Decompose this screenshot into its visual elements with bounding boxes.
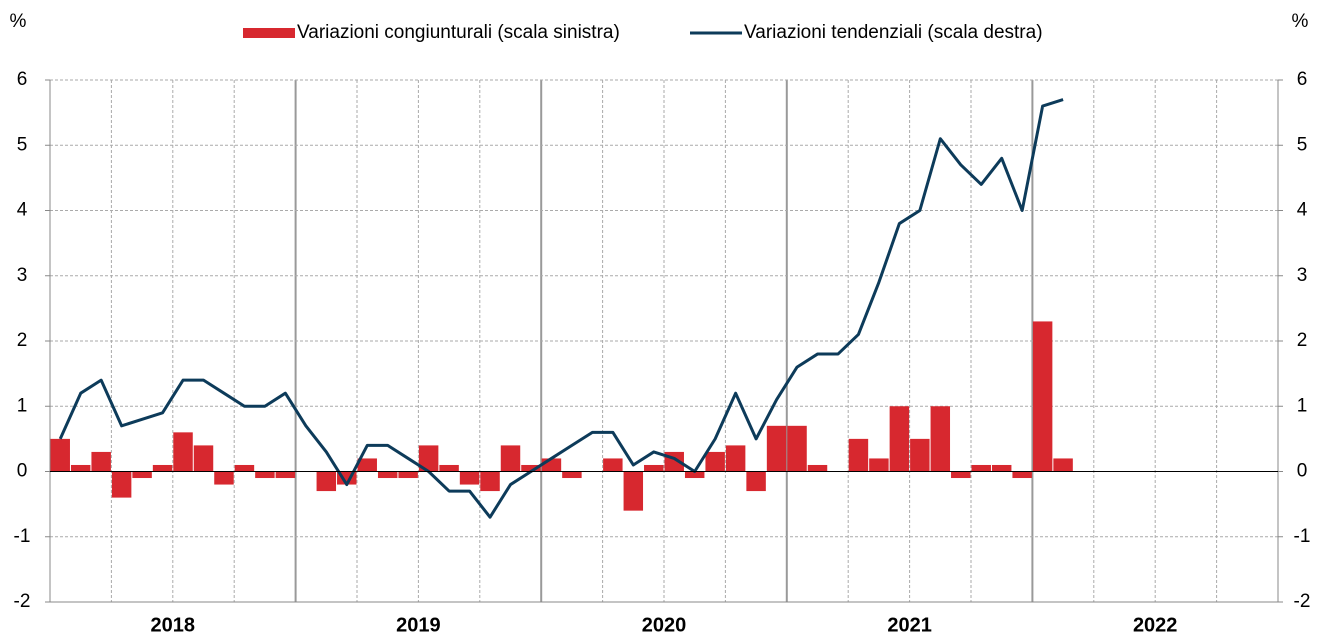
y2-tick-label: 2 [1297, 330, 1308, 351]
y-tick-label: 2 [17, 330, 28, 351]
bar [725, 445, 746, 472]
x-tick-label: 2021 [887, 614, 932, 636]
y2-tick-label: 1 [1297, 395, 1308, 416]
line [58, 98, 1064, 519]
bar [439, 464, 459, 472]
bar [91, 451, 111, 472]
bar [889, 406, 910, 472]
bar [541, 458, 562, 472]
bar [562, 471, 582, 479]
bar [70, 464, 91, 472]
bar [193, 445, 214, 472]
bar [807, 464, 828, 472]
bar [152, 464, 173, 472]
bar [255, 471, 275, 479]
legend-label: Variazioni congiunturali (scala sinistra… [297, 22, 620, 43]
y-unit-right: % [1292, 11, 1309, 32]
bar [398, 471, 418, 479]
y-tick-label: 3 [17, 265, 28, 286]
y-tick-label: 5 [17, 134, 28, 155]
bar [132, 471, 152, 479]
bar [50, 438, 70, 472]
bar [377, 471, 398, 479]
y-tick-label: 6 [17, 69, 28, 90]
y-tick-label: 0 [17, 461, 28, 482]
bar [418, 445, 439, 472]
legend-label: Variazioni tendenziali (scala destra) [744, 22, 1043, 43]
bar [705, 451, 725, 472]
bar [623, 471, 644, 511]
bar [746, 471, 766, 492]
y-tick-label: -2 [14, 591, 31, 612]
x-tick-label: 2018 [151, 614, 196, 636]
bar [480, 471, 500, 492]
y2-tick-label: 3 [1297, 265, 1308, 286]
y2-tick-label: 5 [1297, 134, 1308, 155]
y-tick-label: 1 [17, 395, 28, 416]
y-tick-label: -1 [14, 526, 31, 547]
bar [173, 432, 193, 472]
y-unit-left: % [10, 11, 27, 32]
y2-tick-label: 6 [1297, 69, 1308, 90]
bar [521, 464, 541, 472]
bar [1032, 321, 1053, 472]
bar [1012, 471, 1032, 479]
bar [971, 464, 991, 472]
bar [869, 458, 889, 472]
y2-tick-label: -2 [1294, 591, 1311, 612]
bar [910, 438, 930, 472]
legend-swatch [243, 28, 295, 38]
bar [214, 471, 234, 485]
bar [684, 471, 705, 479]
y2-tick-label: -1 [1294, 526, 1311, 547]
bar [1053, 458, 1073, 472]
bar [766, 425, 787, 472]
x-tick-label: 2022 [1133, 614, 1178, 636]
bar [234, 464, 255, 472]
bar [848, 438, 869, 472]
bar [991, 464, 1012, 472]
bar [951, 471, 971, 479]
bar [275, 471, 296, 479]
bar [316, 471, 337, 492]
x-tick-label: 2020 [642, 614, 687, 636]
bar [787, 425, 807, 472]
y2-tick-label: 4 [1297, 200, 1308, 221]
bar [500, 445, 521, 472]
bar [644, 464, 664, 472]
bar [357, 458, 377, 472]
x-tick-label: 2019 [396, 614, 441, 636]
bar [603, 458, 623, 472]
bar [111, 471, 132, 498]
bar [930, 406, 951, 472]
y-tick-label: 4 [17, 200, 28, 221]
y2-tick-label: 0 [1297, 461, 1308, 482]
bar [459, 471, 480, 485]
